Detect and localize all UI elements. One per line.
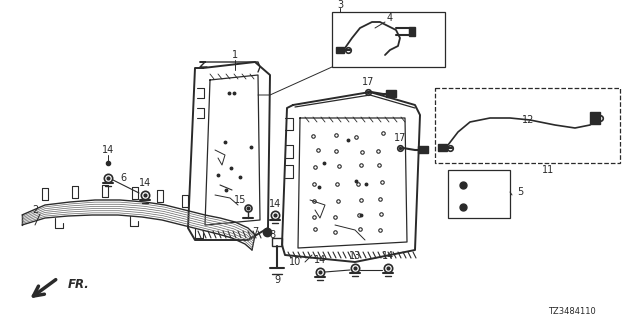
Text: FR.: FR.: [68, 278, 90, 292]
Bar: [409, 27, 415, 36]
Text: 3: 3: [337, 0, 343, 10]
Bar: [438, 144, 447, 151]
Text: 8: 8: [269, 230, 275, 240]
Bar: [418, 146, 428, 153]
Text: 7: 7: [252, 227, 258, 237]
Text: 12: 12: [522, 115, 534, 125]
Text: 13: 13: [349, 251, 361, 261]
Bar: [470, 203, 478, 208]
Bar: [465, 195, 483, 207]
Text: 1: 1: [232, 50, 238, 60]
Text: 14: 14: [382, 251, 394, 261]
Text: 5: 5: [517, 187, 523, 197]
Text: TZ3484110: TZ3484110: [548, 308, 596, 316]
Bar: [332, 12, 445, 67]
Text: 2: 2: [32, 205, 38, 215]
Text: 17: 17: [362, 77, 374, 87]
Bar: [590, 112, 600, 124]
Text: 14: 14: [102, 145, 114, 155]
Bar: [272, 238, 282, 246]
Text: 11: 11: [542, 165, 554, 175]
Bar: [336, 47, 344, 53]
Bar: [435, 88, 620, 163]
Bar: [448, 170, 510, 218]
Text: 14: 14: [269, 199, 281, 209]
Text: 15: 15: [234, 195, 246, 205]
Bar: [386, 90, 396, 97]
Text: 4: 4: [387, 13, 393, 23]
Text: 9: 9: [274, 275, 280, 285]
Text: 14: 14: [314, 255, 326, 265]
Text: 17: 17: [394, 133, 406, 143]
Text: 14: 14: [139, 178, 151, 188]
Text: 6: 6: [120, 173, 126, 183]
Text: 10: 10: [289, 257, 301, 267]
